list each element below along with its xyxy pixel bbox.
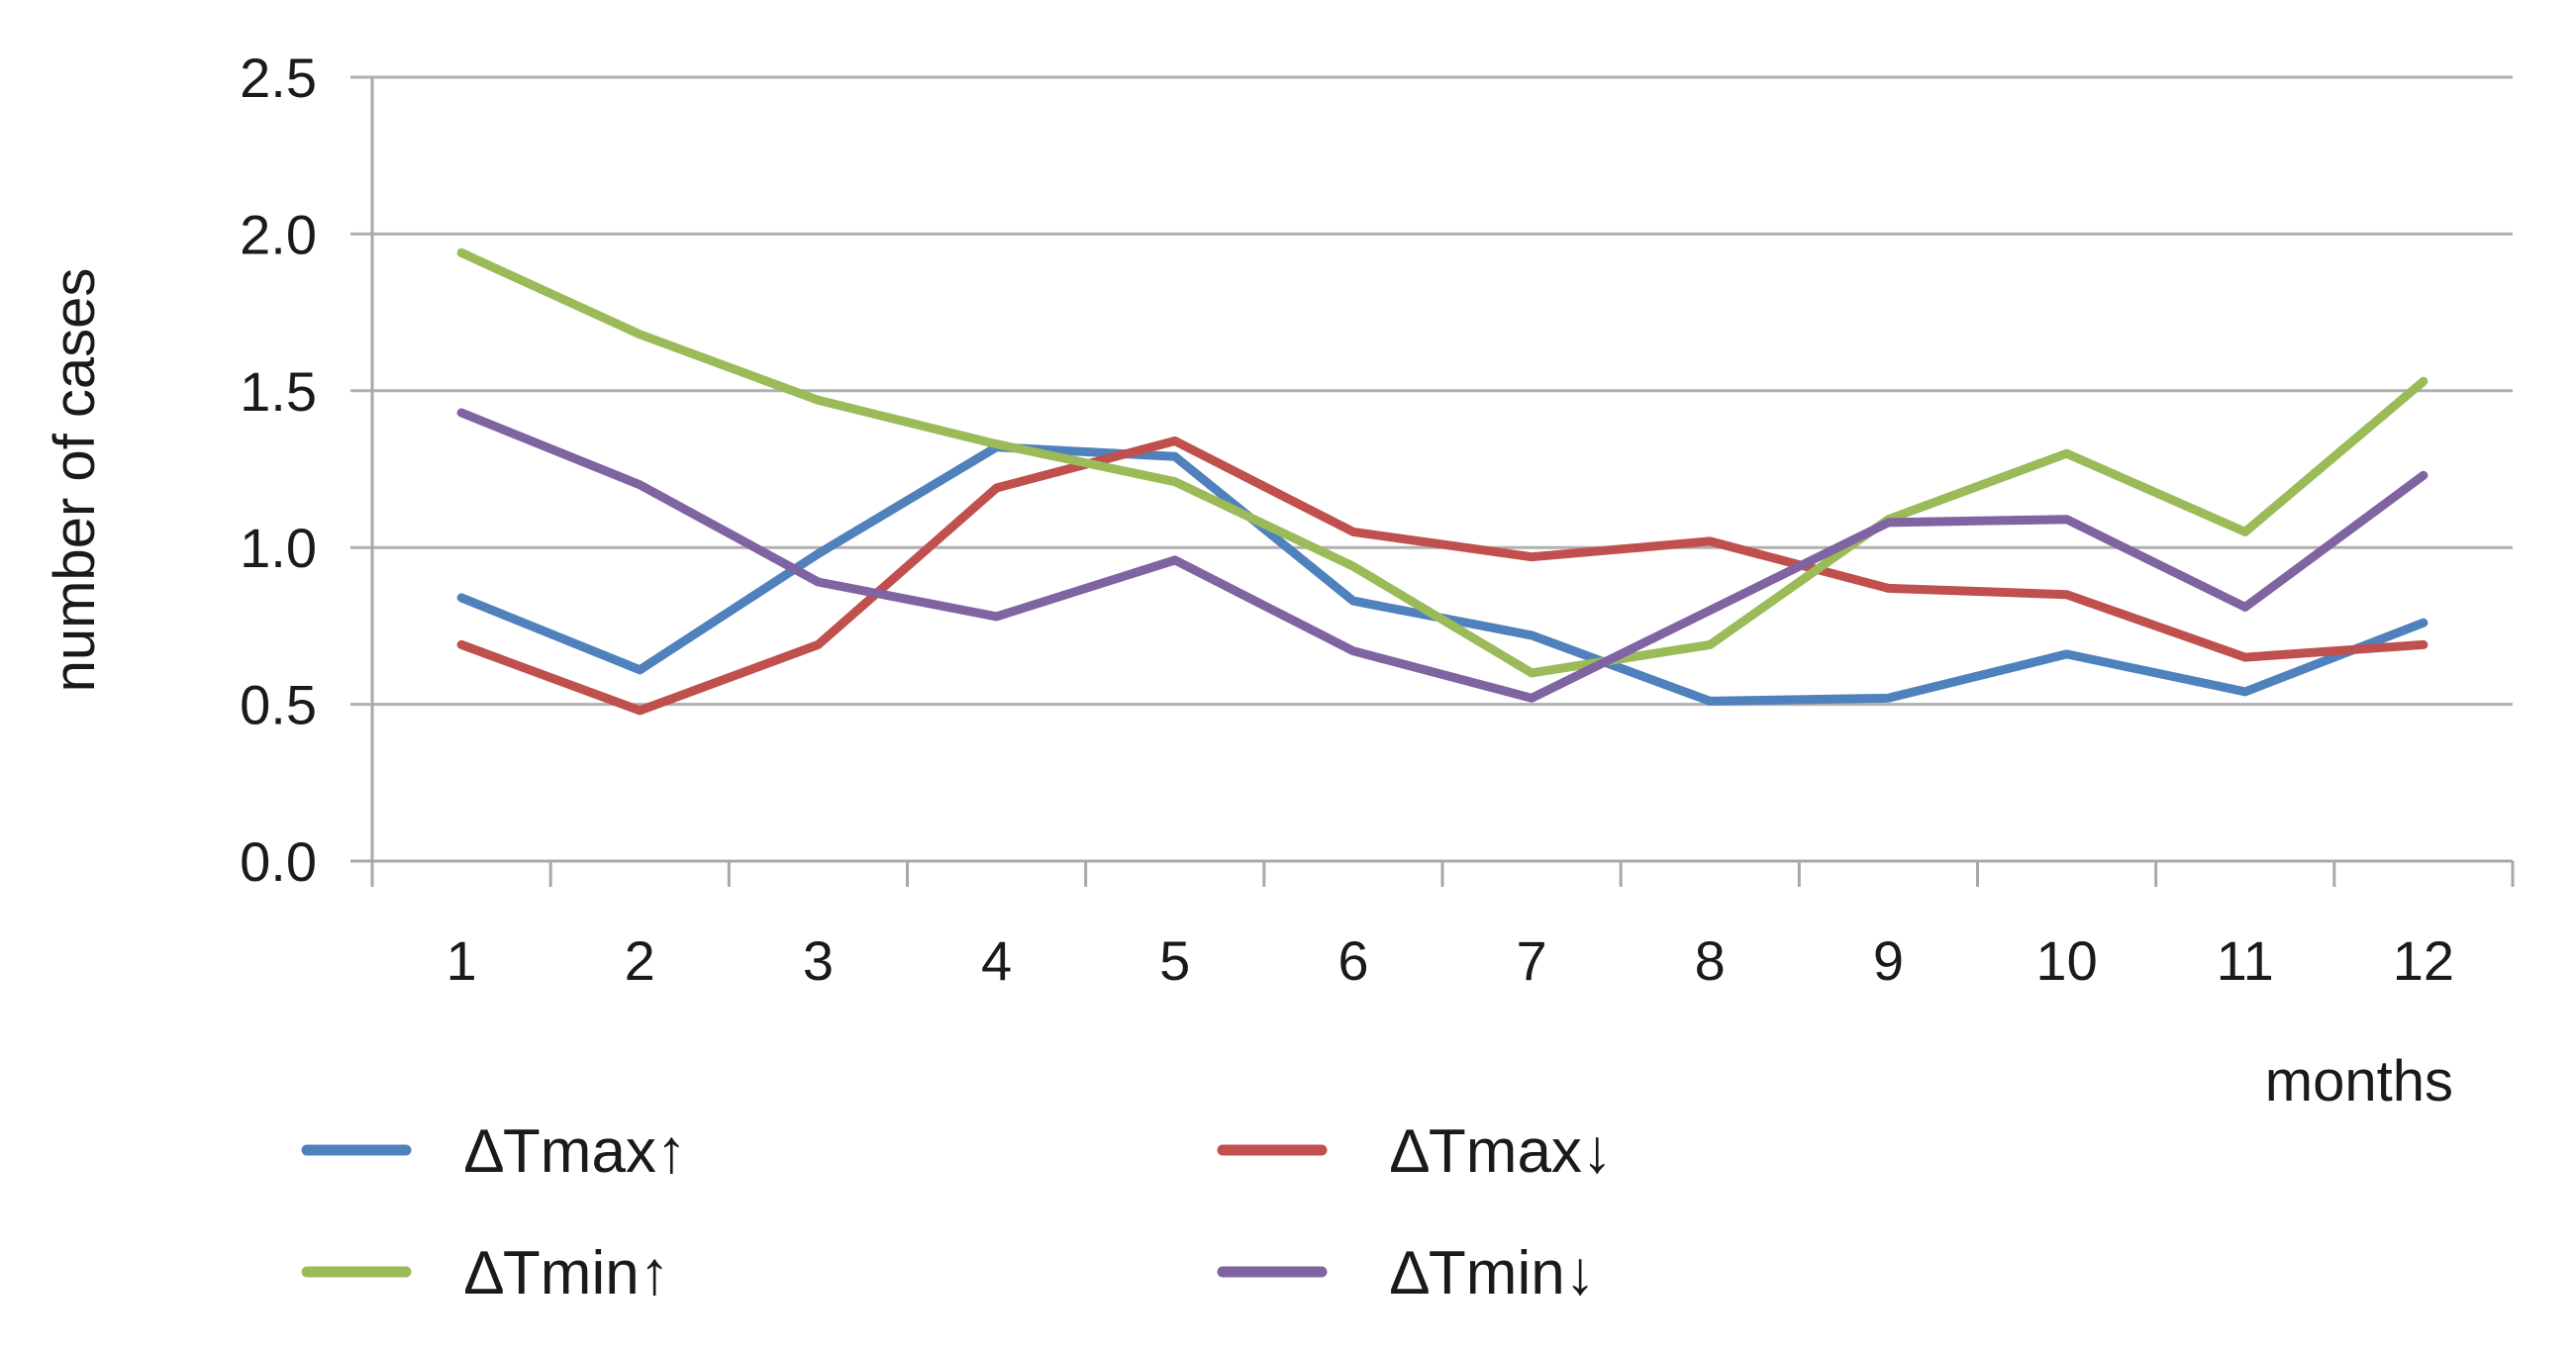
x-tick-label: 11: [2217, 929, 2274, 992]
x-tick-label: 5: [1159, 929, 1190, 992]
y-tick-label: 2.0: [240, 203, 317, 265]
x-tick-label: 8: [1695, 929, 1726, 992]
series-line-4: [456, 408, 2428, 703]
series-line-2: [456, 436, 2428, 716]
x-axis-title: months: [2265, 1049, 2453, 1113]
x-tick-label: 10: [2035, 929, 2097, 992]
x-tick-label: 6: [1338, 929, 1368, 992]
legend-item-4: ∆Tmin↓: [1217, 1239, 1596, 1307]
x-tick-label: 7: [1517, 929, 1547, 992]
y-tick-label: 2.5: [240, 47, 317, 109]
y-tick-label: 0.0: [240, 830, 317, 893]
x-tick-labels: 1 2 3 4 5 6 7 8 9 10 11 12: [446, 929, 2455, 992]
x-tick-label: 12: [2393, 929, 2454, 992]
legend-item-3: ∆Tmin↑: [301, 1239, 670, 1307]
legend-label: ∆Tmax↑: [465, 1117, 687, 1186]
legend-item-1: ∆Tmax↑: [301, 1117, 687, 1186]
series-line-3: [456, 247, 2428, 678]
y-tick-label: 0.5: [240, 674, 317, 736]
x-tick-label: 3: [803, 929, 834, 992]
legend-label: ∆Tmax↓: [1391, 1117, 1613, 1186]
legend-label: ∆Tmin↓: [1391, 1239, 1596, 1307]
y-tick-label: 1.0: [240, 517, 317, 579]
x-tick-label: 2: [625, 929, 655, 992]
x-tick-label: 9: [1873, 929, 1904, 992]
legend-item-2: ∆Tmax↓: [1217, 1117, 1613, 1186]
legend: ∆Tmax↑ ∆Tmax↓ ∆Tmin↑ ∆Tmin↓: [301, 1117, 1613, 1307]
x-tick-label: 4: [981, 929, 1012, 992]
axes: [350, 77, 2515, 887]
gridlines: [350, 75, 2513, 707]
y-tick-labels: 0.0 0.5 1.0 1.5 2.0 2.5: [240, 47, 317, 893]
y-tick-label: 1.5: [240, 360, 317, 423]
y-axis-title: number of cases: [43, 268, 107, 693]
legend-label: ∆Tmin↑: [465, 1239, 670, 1307]
series-lines: [456, 247, 2428, 716]
x-tick-label: 1: [446, 929, 477, 992]
